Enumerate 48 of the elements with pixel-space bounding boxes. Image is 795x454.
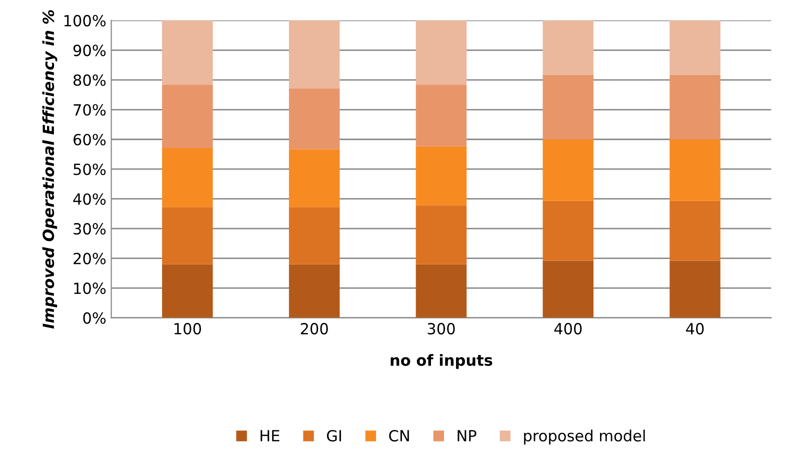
y-tick-label: 0% [83,312,106,324]
bar [416,205,467,264]
y-tick-label: 20% [74,252,106,264]
legend-label: HE [260,430,280,442]
bar [162,84,213,148]
bar [542,139,594,201]
bar [416,20,467,85]
y-tick-label: 80% [74,74,106,86]
y-tick-label: 30% [74,223,106,235]
bar [542,260,594,318]
bar [288,149,340,208]
x-tick-label: 40 [686,322,704,334]
bar [542,20,594,75]
y-tick-label: 70% [74,104,106,116]
bar [288,88,340,150]
y-tick-label: 50% [74,164,106,176]
bar [162,264,213,318]
y-tick-label: 60% [74,134,106,146]
bar [162,207,213,264]
bar [670,139,720,201]
x-axis-title: no of inputs [390,354,492,369]
x-tick-label: 400 [554,322,582,334]
x-tick-label: 100 [174,322,201,334]
y-tick-label: 10% [74,282,106,294]
bar [162,20,213,85]
x-tick-label: 200 [300,322,328,334]
y-tick-label: 100% [64,14,106,26]
y-axis-title: Improved Operational Efficiency in % [42,10,58,329]
y-tick-label: 40% [73,193,106,205]
bar [416,84,467,146]
legend-label: NP [458,430,476,442]
bar [542,74,594,140]
legend-label: proposed model [524,430,645,444]
y-tick-label: 90% [73,44,106,56]
bar [288,20,340,88]
bar [162,148,213,208]
bar [416,146,467,206]
bar [670,260,720,318]
bar [288,264,340,318]
bar [542,200,594,261]
legend-label: CN [389,430,409,442]
bar [670,200,720,261]
legend-label: GI [326,430,341,442]
bar [288,207,340,264]
bar [670,74,720,140]
bar [670,20,720,75]
bar [416,264,467,318]
x-tick-label: 300 [428,322,455,334]
